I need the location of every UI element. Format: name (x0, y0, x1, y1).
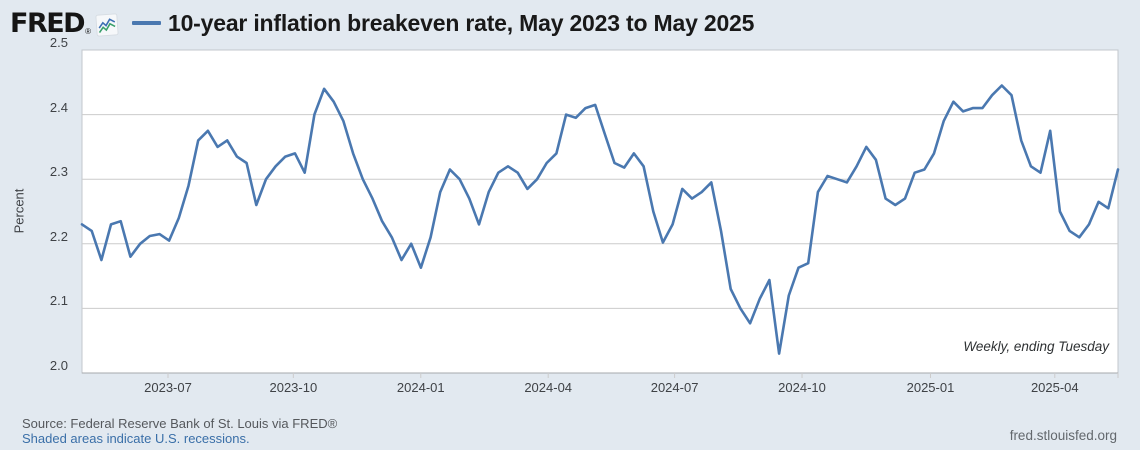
y-tick-label: 2.5 (49, 35, 68, 50)
registered-mark: ® (85, 26, 91, 36)
source-text: Source: Federal Reserve Bank of St. Loui… (22, 416, 338, 431)
y-tick-label: 2.4 (49, 99, 68, 115)
y-tick-label: 2.1 (49, 293, 68, 309)
series-legend-dash (132, 21, 161, 25)
x-tick-label: 2023-07 (144, 380, 192, 395)
y-tick-label: 2.0 (49, 358, 68, 373)
y-tick-label: 2.3 (49, 164, 68, 180)
frequency-annotation: Weekly, ending Tuesday (963, 339, 1109, 354)
data-line (80, 84, 1120, 355)
recession-note-link[interactable]: Shaded areas indicate U.S. recessions. (22, 431, 250, 446)
fred-url: fred.stlouisfed.org (1009, 428, 1117, 443)
plot-area (81, 49, 1119, 374)
x-tick-label: 2024-04 (524, 380, 573, 395)
fred-logo: FRED ® (10, 7, 119, 39)
x-tick-label: 2023-10 (269, 380, 318, 395)
chart-header: FRED ® 10-year inflation breakeven rate,… (10, 6, 754, 40)
fred-logo-text: FRED (10, 7, 86, 39)
chart-title: 10-year inflation breakeven rate, May 20… (168, 10, 755, 36)
y-axis-title: Percent (11, 188, 27, 234)
x-tick-label: 2024-01 (396, 380, 445, 395)
x-tick-label: 2025-04 (1030, 380, 1079, 395)
fred-sparkline-icon (95, 12, 119, 37)
x-tick-label: 2025-01 (906, 380, 955, 395)
x-tick-label: 2024-10 (778, 380, 826, 395)
y-tick-label: 2.2 (49, 228, 68, 244)
x-tick-label: 2024-07 (650, 380, 699, 395)
